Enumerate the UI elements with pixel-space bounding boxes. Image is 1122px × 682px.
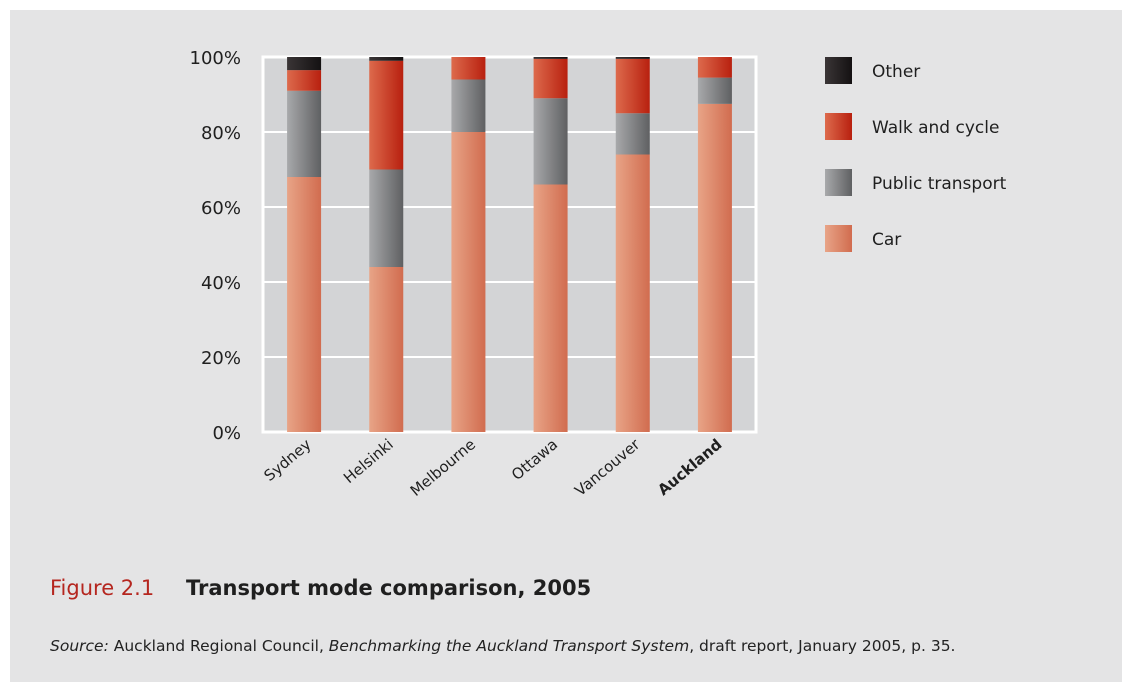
source-label: Source: xyxy=(50,637,109,655)
gridlines xyxy=(261,55,758,434)
bar-other-helsinki xyxy=(369,57,404,61)
legend-swatch-other xyxy=(825,57,852,84)
x-tick-label-vancouver: Vancouver xyxy=(571,435,644,500)
x-tick-label-sydney: Sydney xyxy=(261,435,315,485)
source-note: Source: Auckland Regional Council, Bench… xyxy=(50,637,955,655)
legend-label-car: Car xyxy=(872,230,901,250)
bar-public-transport-ottawa xyxy=(533,98,568,185)
y-tick-label: 80% xyxy=(201,123,241,144)
y-tick-label: 40% xyxy=(201,273,241,294)
legend-swatch-walk-and-cycle xyxy=(825,113,852,140)
bar-car-melbourne xyxy=(451,132,486,432)
y-tick-label: 0% xyxy=(212,423,241,444)
x-tick-label-auckland: Auckland xyxy=(654,435,725,499)
legend: Other Walk and cycle Public transport Car xyxy=(825,57,1007,252)
source-details: , draft report, January 2005, p. 35. xyxy=(689,637,956,655)
x-tick-label-ottawa: Ottawa xyxy=(508,435,561,484)
bar-walk-and-cycle-sydney xyxy=(287,70,322,91)
stacked-bar-chart: 0% 20% 40% 60% 80% 100% Sydney Helsinki Melbour… xyxy=(190,48,1007,500)
bar-walk-and-cycle-auckland xyxy=(697,57,732,78)
bar-public-transport-sydney xyxy=(287,90,322,177)
figure-number: Figure 2.1 xyxy=(50,576,155,600)
bar-car-vancouver xyxy=(615,154,650,432)
legend-label-walk-and-cycle: Walk and cycle xyxy=(872,118,999,138)
source-work: Benchmarking the Auckland Transport Syst… xyxy=(328,637,690,655)
bar-public-transport-vancouver xyxy=(615,113,650,155)
source-author: Auckland Regional Council, xyxy=(108,637,329,655)
y-tick-label: 60% xyxy=(201,198,241,219)
bar-walk-and-cycle-ottawa xyxy=(533,58,568,99)
legend-swatch-public-transport xyxy=(825,169,852,196)
legend-label-other: Other xyxy=(872,62,920,82)
bar-other-vancouver xyxy=(615,57,650,59)
figure-panel: 0% 20% 40% 60% 80% 100% Sydney Helsinki Melbour… xyxy=(10,10,1122,682)
bar-walk-and-cycle-melbourne xyxy=(451,57,486,80)
bar-other-ottawa xyxy=(533,57,568,59)
bar-walk-and-cycle-helsinki xyxy=(369,60,404,170)
y-axis-ticks: 0% 20% 40% 60% 80% 100% xyxy=(190,48,241,444)
x-tick-label-helsinki: Helsinki xyxy=(340,435,397,487)
figure-title: Transport mode comparison, 2005 xyxy=(186,576,592,600)
bar-car-helsinki xyxy=(369,267,404,432)
plot-area xyxy=(263,57,756,432)
legend-label-public-transport: Public transport xyxy=(872,174,1007,194)
plot-frame xyxy=(261,55,758,434)
bars xyxy=(287,57,732,432)
bar-car-ottawa xyxy=(533,184,568,432)
bar-car-auckland xyxy=(697,103,732,432)
bar-public-transport-helsinki xyxy=(369,169,404,267)
figure-caption: Figure 2.1 Transport mode comparison, 20… xyxy=(50,576,591,600)
bar-public-transport-melbourne xyxy=(451,79,486,132)
y-tick-label: 20% xyxy=(201,348,241,369)
legend-swatch-car xyxy=(825,225,852,252)
bar-other-sydney xyxy=(287,57,322,71)
bar-public-transport-auckland xyxy=(697,77,732,104)
bar-car-sydney xyxy=(287,177,322,432)
bar-walk-and-cycle-vancouver xyxy=(615,58,650,114)
y-tick-label: 100% xyxy=(190,48,241,69)
x-axis-ticks: Sydney Helsinki Melbourne Ottawa Vancouver Au… xyxy=(261,435,726,500)
x-tick-label-melbourne: Melbourne xyxy=(407,435,479,500)
